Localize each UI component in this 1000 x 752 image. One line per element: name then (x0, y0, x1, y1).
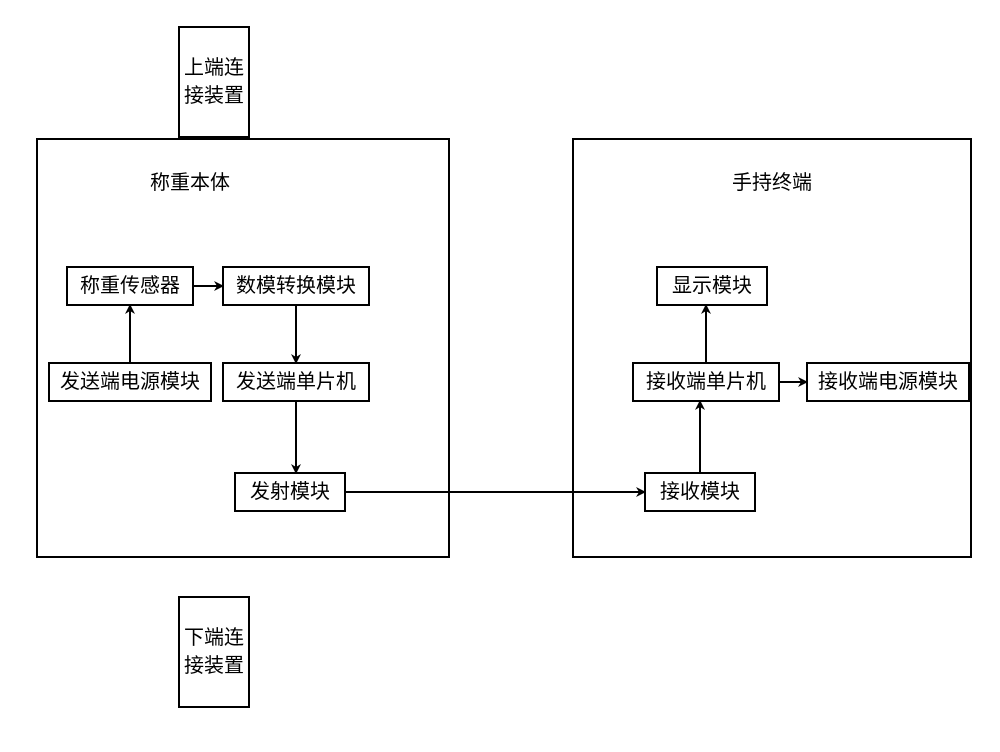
diagram-canvas: 上端连接装置 下端连接装置 称重本体 手持终端 称重传感器 数模转换模块 发送端… (0, 0, 1000, 752)
edges-svg (0, 0, 1000, 752)
